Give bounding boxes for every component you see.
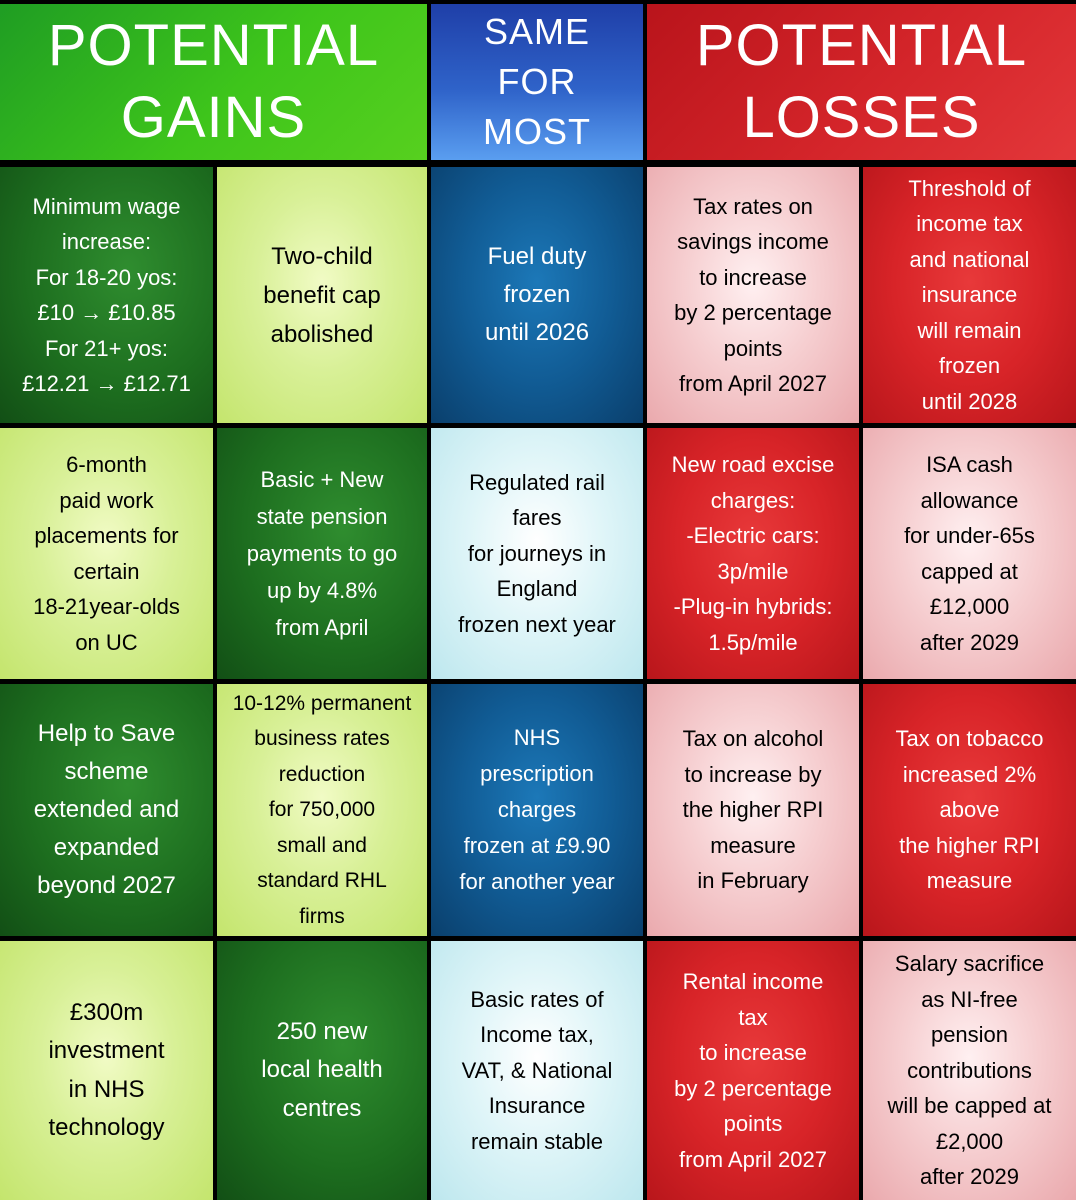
cell-isa-allowance: ISA cash allowance for under-65s capped …	[863, 428, 1076, 679]
cell-health-centres: 250 new local health centres	[217, 941, 427, 1200]
header-losses-line-1: POTENTIAL	[695, 13, 1028, 78]
cell-text: Basic rates of Income tax, VAT, & Nation…	[461, 986, 613, 1154]
cell-text: Help to Save scheme extended and expande…	[33, 720, 180, 899]
cell-work-placements: 6-month paid work placements for certain…	[0, 428, 213, 679]
header-losses-line-2: LOSSES	[742, 85, 981, 150]
cell-text: Regulated rail fares for journeys in Eng…	[458, 469, 616, 637]
cell-text: Two-child benefit cap abolished	[263, 242, 381, 348]
cell-text: 250 new local health centres	[261, 1017, 383, 1122]
cell-text: Salary sacrifice as NI-free pension cont…	[887, 951, 1052, 1190]
cell-rail-fares: Regulated rail fares for journeys in Eng…	[431, 428, 643, 679]
cell-state-pension: Basic + New state pension payments to go…	[217, 428, 427, 679]
cell-threshold-frozen: Threshold of income tax and national ins…	[863, 167, 1076, 423]
cell-rental-income: Rental income tax to increase by 2 perce…	[647, 941, 859, 1200]
cell-text: New road excise charges: -Electric cars:…	[671, 452, 835, 655]
header-gains-line-1: POTENTIAL	[47, 13, 380, 78]
header-same-line-2: FOR	[497, 61, 577, 102]
cell-text: Tax on alcohol to increase by the higher…	[682, 726, 824, 894]
cell-text: Fuel duty frozen until 2026	[484, 243, 590, 346]
cell-help-to-save: Help to Save scheme extended and expande…	[0, 684, 213, 936]
cell-road-excise: New road excise charges: -Electric cars:…	[647, 428, 859, 679]
cell-business-rates: 10-12% permanent business rates reductio…	[217, 684, 427, 936]
cell-text: Minimum wage increase: For 18-20 yos: £1…	[22, 193, 191, 397]
cell-text: 10-12% permanent business rates reductio…	[232, 691, 412, 928]
cell-tobacco-tax: Tax on tobacco increased 2% above the hi…	[863, 684, 1076, 936]
cell-text: Rental income tax to increase by 2 perce…	[674, 969, 832, 1172]
cell-savings-tax: Tax rates on savings income to increase …	[647, 167, 859, 423]
cell-text: Basic + New state pension payments to go…	[246, 467, 398, 640]
cell-basic-rates: Basic rates of Income tax, VAT, & Nation…	[431, 941, 643, 1200]
header-same-line-1: SAME	[483, 11, 591, 52]
cell-text: £300m investment in NHS technology	[48, 998, 165, 1142]
cell-text: Tax rates on savings income to increase …	[674, 193, 832, 397]
cell-fuel-duty: Fuel duty frozen until 2026	[431, 167, 643, 423]
cell-text: Tax on tobacco increased 2% above the hi…	[895, 726, 1044, 894]
cell-text: 6-month paid work placements for certain…	[33, 452, 180, 655]
cell-minimum-wage: Minimum wage increase: For 18-20 yos: £1…	[0, 167, 213, 423]
cell-text: Threshold of income tax and national ins…	[908, 175, 1031, 414]
cell-nhs-prescription: NHS prescription charges frozen at £9.90…	[431, 684, 643, 936]
cell-text: NHS prescription charges frozen at £9.90…	[459, 725, 615, 894]
cell-nhs-technology: £300m investment in NHS technology	[0, 941, 213, 1200]
cell-alcohol-tax: Tax on alcohol to increase by the higher…	[647, 684, 859, 936]
cell-text: ISA cash allowance for under-65s capped …	[904, 452, 1035, 655]
header-potential-gains: POTENTIAL GAINS	[0, 4, 427, 160]
header-same-for-most: SAME FOR MOST	[431, 4, 643, 160]
cell-two-child-cap: Two-child benefit cap abolished	[217, 167, 427, 423]
header-gains-line-2: GAINS	[120, 85, 307, 150]
header-same-line-3: MOST	[483, 111, 591, 152]
header-potential-losses: POTENTIAL LOSSES	[647, 4, 1076, 160]
cell-salary-sacrifice: Salary sacrifice as NI-free pension cont…	[863, 941, 1076, 1200]
